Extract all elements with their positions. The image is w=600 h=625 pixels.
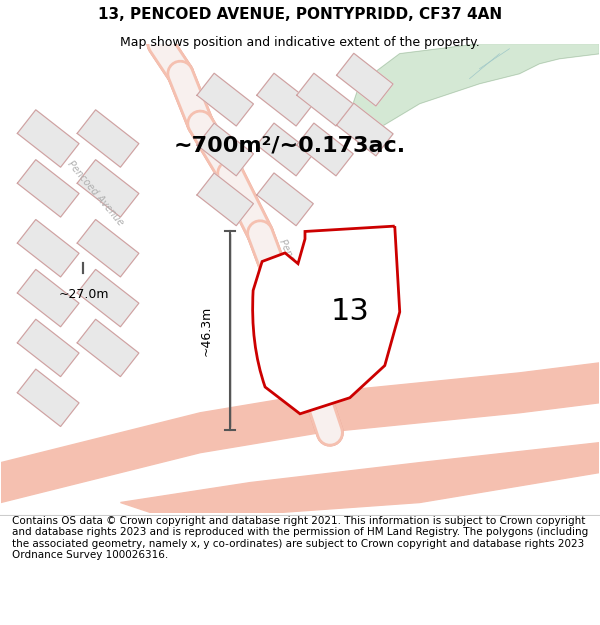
Polygon shape [77, 219, 139, 277]
Polygon shape [77, 160, 139, 217]
Polygon shape [337, 53, 393, 106]
Polygon shape [17, 219, 79, 277]
Polygon shape [77, 110, 139, 167]
Text: Pencoed Avenue: Pencoed Avenue [65, 159, 125, 228]
Text: ~700m²/~0.173ac.: ~700m²/~0.173ac. [174, 136, 406, 156]
Polygon shape [296, 123, 353, 176]
Text: Contains OS data © Crown copyright and database right 2021. This information is : Contains OS data © Crown copyright and d… [12, 516, 588, 561]
PathPatch shape [253, 226, 400, 414]
Text: Pencoed Ave: Pencoed Ave [277, 238, 313, 299]
Polygon shape [17, 160, 79, 217]
Polygon shape [257, 73, 313, 126]
Polygon shape [257, 123, 313, 176]
Polygon shape [257, 173, 313, 226]
Polygon shape [337, 103, 393, 156]
Polygon shape [296, 73, 353, 126]
Polygon shape [197, 173, 253, 226]
Polygon shape [77, 319, 139, 377]
Text: Map shows position and indicative extent of the property.: Map shows position and indicative extent… [120, 36, 480, 49]
Polygon shape [17, 369, 79, 426]
Polygon shape [17, 319, 79, 377]
Polygon shape [121, 442, 599, 512]
Text: 13, PENCOED AVENUE, PONTYPRIDD, CF37 4AN: 13, PENCOED AVENUE, PONTYPRIDD, CF37 4AN [98, 6, 502, 21]
Polygon shape [1, 363, 599, 503]
Polygon shape [350, 44, 599, 134]
Polygon shape [17, 110, 79, 167]
Text: ~46.3m: ~46.3m [199, 306, 212, 356]
Text: ~27.0m: ~27.0m [58, 288, 109, 301]
Polygon shape [197, 123, 253, 176]
Polygon shape [77, 269, 139, 327]
Polygon shape [197, 73, 253, 126]
Polygon shape [17, 269, 79, 327]
Text: 13: 13 [331, 298, 370, 326]
